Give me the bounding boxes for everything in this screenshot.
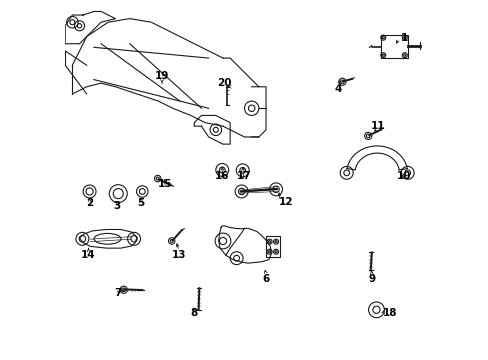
Text: 3: 3 — [113, 201, 121, 211]
Text: 15: 15 — [157, 179, 172, 189]
Text: 2: 2 — [86, 198, 93, 208]
Text: 16: 16 — [215, 171, 229, 181]
Text: 5: 5 — [137, 198, 144, 208]
Text: 8: 8 — [190, 308, 198, 318]
Text: 20: 20 — [217, 78, 231, 88]
Text: 19: 19 — [155, 71, 169, 81]
Text: 14: 14 — [81, 250, 96, 260]
Text: 18: 18 — [382, 308, 396, 318]
Text: 12: 12 — [278, 197, 292, 207]
Text: 7: 7 — [114, 288, 122, 298]
Text: 10: 10 — [396, 171, 410, 181]
Text: 13: 13 — [172, 250, 186, 260]
Text: 9: 9 — [367, 274, 375, 284]
Bar — [265, 236, 279, 257]
Text: 17: 17 — [236, 171, 250, 181]
Text: 6: 6 — [262, 274, 269, 284]
Text: 11: 11 — [370, 121, 385, 131]
Bar — [380, 35, 407, 58]
Text: 4: 4 — [333, 84, 341, 94]
Text: 1: 1 — [400, 33, 407, 43]
